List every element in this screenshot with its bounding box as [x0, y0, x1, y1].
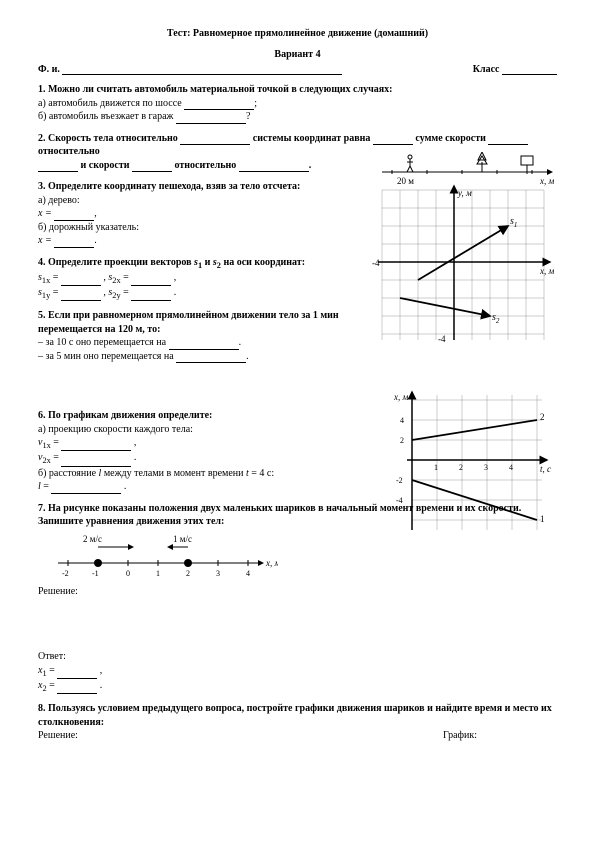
svg-text:1 м/с: 1 м/с — [173, 534, 192, 544]
svg-text:-4: -4 — [372, 258, 380, 268]
q2-blank3[interactable] — [488, 134, 528, 145]
person-icon — [407, 155, 413, 172]
q3a-blank[interactable] — [54, 210, 94, 221]
svg-text:2: 2 — [459, 463, 463, 472]
q4-s2x-blank[interactable] — [131, 275, 171, 286]
q7-x2-blank[interactable] — [57, 683, 97, 694]
svg-text:x, м: x, м — [265, 558, 278, 568]
svg-text:t, с: t, с — [540, 464, 551, 474]
svg-text:-4: -4 — [438, 334, 446, 344]
q6-v1x-blank[interactable] — [61, 440, 131, 451]
q6-v2x-blank[interactable] — [61, 456, 131, 467]
name-label: Ф. и. — [38, 64, 60, 75]
q1-lead: 1. Можно ли считать автомобиль материаль… — [38, 83, 557, 97]
q7-resh: Решение: — [38, 585, 557, 599]
svg-text:3: 3 — [484, 463, 488, 472]
q2-blank2[interactable] — [373, 134, 413, 145]
q3b: б) дорожный указатель: — [38, 221, 378, 235]
svg-text:1: 1 — [540, 514, 545, 524]
q3b-blank[interactable] — [54, 237, 94, 248]
q1a-blank[interactable] — [184, 99, 254, 110]
svg-text:4: 4 — [509, 463, 513, 472]
q8: 8. Пользуясь условием предыдущего вопрос… — [38, 702, 557, 743]
svg-text:1: 1 — [434, 463, 438, 472]
svg-text:4: 4 — [400, 416, 404, 425]
q2-blank1[interactable] — [180, 134, 250, 145]
q3-lead: 3. Определите координату пешехода, взяв … — [38, 180, 378, 194]
svg-text:x, м: x, м — [539, 176, 554, 186]
q2-blank4[interactable] — [38, 161, 78, 172]
svg-text:x, м: x, м — [539, 266, 554, 276]
svg-text:20 м: 20 м — [397, 176, 414, 186]
q2-blank6[interactable] — [239, 161, 309, 172]
q7-x1-blank[interactable] — [57, 668, 97, 679]
klass-label: Класс — [473, 64, 500, 75]
q1a-text: а) автомобиль движется по шоссе — [38, 98, 182, 109]
svg-text:2 м/с: 2 м/с — [83, 534, 102, 544]
name-blank[interactable] — [62, 64, 342, 75]
q7-otv: Ответ: — [38, 650, 557, 664]
svg-text:4: 4 — [246, 569, 250, 578]
q5: 5. Если при равномерном прямолинейном дв… — [38, 309, 378, 363]
svg-text:0: 0 — [126, 569, 130, 578]
svg-text:-4: -4 — [396, 496, 403, 505]
svg-text:x, м: x, м — [393, 392, 408, 402]
q3a: а) дерево: — [38, 194, 378, 208]
tree-icon — [477, 152, 487, 172]
q4-s1x-blank[interactable] — [61, 275, 101, 286]
q8-graf: График: — [443, 729, 477, 743]
fig3-numberline: 2 м/с 1 м/с x, м -2 -1 0 1 2 3 4 — [48, 533, 557, 583]
svg-text:y, м: y, м — [457, 188, 472, 198]
q4-s2y-blank[interactable] — [131, 290, 171, 301]
q4: 4. Определите проекции векторов s1 и s2 … — [38, 256, 378, 302]
fig1-coordinate-grid: 20 м x, м y, м x, м -4 -4 s1 s2 — [372, 152, 557, 347]
page-title: Тест: Равномерное прямолинейное движение… — [38, 28, 557, 39]
svg-text:3: 3 — [216, 569, 220, 578]
q3: 3. Определите координату пешехода, взяв … — [38, 180, 378, 248]
svg-text:-2: -2 — [396, 476, 403, 485]
q8-resh: Решение: — [38, 729, 78, 743]
q6: 6. По графикам движения определите: а) п… — [38, 409, 378, 493]
q6a: а) проекцию скорости каждого тела: — [38, 423, 378, 437]
q1b-blank[interactable] — [176, 113, 246, 124]
svg-text:2: 2 — [400, 436, 404, 445]
q6-lead: 6. По графикам движения определите: — [38, 409, 378, 423]
svg-text:-1: -1 — [92, 569, 99, 578]
q5a-blank[interactable] — [169, 339, 239, 350]
svg-text:2: 2 — [540, 412, 545, 422]
sign-icon — [521, 156, 533, 174]
name-row: Ф. и. Класс — [38, 64, 557, 75]
q4-s1y-blank[interactable] — [61, 290, 101, 301]
fig2-xt-graph: x, м t, с 4 2 -2 -4 1 2 3 4 1 2 — [392, 390, 557, 540]
q8-lead: 8. Пользуясь условием предыдущего вопрос… — [38, 702, 557, 729]
q1b-text: б) автомобиль въезжает в гараж — [38, 111, 173, 122]
variant-label: Вариант 4 — [38, 49, 557, 60]
q1: 1. Можно ли считать автомобиль материаль… — [38, 83, 557, 124]
q5-lead: 5. Если при равномерном прямолинейном дв… — [38, 309, 378, 336]
svg-text:1: 1 — [156, 569, 160, 578]
klass-blank[interactable] — [502, 64, 557, 75]
svg-text:s1: s1 — [510, 216, 517, 229]
q6-l-blank[interactable] — [51, 483, 121, 494]
svg-text:-2: -2 — [62, 569, 69, 578]
svg-text:2: 2 — [186, 569, 190, 578]
q2-p1: 2. Скорость тела относительно — [38, 133, 178, 144]
svg-text:s2: s2 — [492, 312, 500, 325]
q5b-blank[interactable] — [176, 352, 246, 363]
q2-blank5[interactable] — [132, 161, 172, 172]
